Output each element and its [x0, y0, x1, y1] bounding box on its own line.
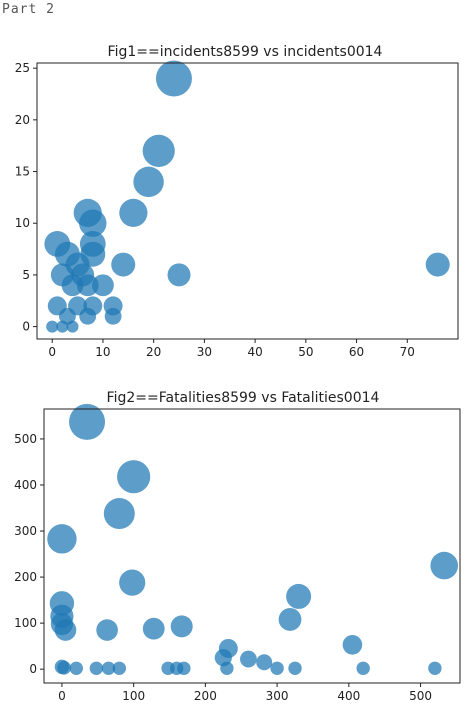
fig2-y-axis: 0 100 200 300 400 500 — [14, 432, 44, 676]
fig2-point — [142, 617, 165, 640]
fig2-point — [96, 619, 118, 641]
fig2-point — [103, 498, 135, 530]
fig2-y-tick-label: 100 — [14, 616, 37, 630]
fig2-point — [89, 661, 104, 675]
fig2-point — [177, 661, 191, 675]
fig2-point — [57, 660, 71, 675]
fig2-point — [428, 661, 442, 675]
fig2-y-tick-label: 0 — [29, 662, 37, 676]
fig2-point — [47, 524, 77, 554]
part-label: Part 2 — [2, 2, 55, 17]
fig2-point — [356, 661, 370, 675]
fig2-point — [101, 661, 116, 675]
fig1-point — [56, 320, 69, 333]
fig2-point — [288, 661, 302, 675]
fig2-x-tick-label: 400 — [337, 689, 360, 703]
fig2-point — [256, 654, 273, 671]
fig1-x-tick-label: 30 — [197, 345, 212, 359]
fig1-point — [61, 274, 84, 297]
fig2-point — [278, 608, 302, 631]
fig1-point — [76, 274, 99, 297]
fig2-point — [112, 661, 127, 675]
fig2-points — [47, 403, 459, 675]
fig1-point — [46, 320, 59, 333]
fig1-point — [167, 263, 191, 287]
fig1-y-tick-label: 25 — [15, 61, 30, 75]
fig2-title: Fig2==Fatalities8599 vs Fatalities0014 — [107, 390, 380, 406]
fig2-x-tick-label: 500 — [409, 689, 432, 703]
fig2-point — [69, 661, 83, 675]
fig1-x-tick-label: 70 — [400, 345, 415, 359]
fig1-point — [79, 209, 107, 237]
fig1-chart: Fig1==incidents8599 vs incidents0014 0 10… — [15, 44, 459, 359]
fig1-point — [104, 307, 122, 325]
fig2-x-tick-label: 300 — [266, 689, 289, 703]
fig2-point — [170, 615, 193, 638]
fig1-y-tick-label: 0 — [22, 320, 30, 334]
fig2-point — [342, 634, 363, 655]
fig1-y-tick-label: 10 — [15, 216, 30, 230]
fig2-point — [270, 661, 284, 675]
fig1-point — [119, 198, 148, 227]
fig1-point — [133, 166, 164, 198]
fig1-x-tick-label: 20 — [146, 345, 161, 359]
fig1-y-tick-label: 5 — [22, 268, 30, 282]
fig1-plot-frame — [36, 62, 459, 340]
fig1-y-tick-label: 20 — [15, 113, 30, 127]
fig2-y-tick-label: 400 — [14, 478, 37, 492]
fig1-points — [44, 60, 450, 333]
fig2-point — [117, 460, 151, 494]
fig1-x-tick-label: 0 — [48, 345, 56, 359]
fig2-point — [119, 569, 146, 596]
fig1-y-axis: 0 5 10 15 20 25 — [15, 61, 37, 334]
fig2-y-tick-label: 300 — [14, 524, 37, 538]
fig1-point — [92, 274, 114, 297]
fig2-x-axis: 0 100 200 300 400 500 — [58, 683, 432, 703]
fig1-x-tick-label: 10 — [95, 345, 110, 359]
fig2-plot-frame — [43, 408, 461, 684]
fig1-y-tick-label: 15 — [15, 165, 30, 179]
fig1-point — [111, 252, 136, 277]
fig1-point — [66, 320, 79, 333]
fig2-point — [286, 583, 312, 609]
fig2-point — [54, 619, 77, 641]
fig2-point — [240, 650, 257, 668]
fig1-title: Fig1==incidents8599 vs incidents0014 — [108, 44, 383, 60]
fig1-point — [155, 60, 192, 97]
fig2-x-tick-label: 0 — [58, 689, 66, 703]
fig2-x-tick-label: 200 — [194, 689, 217, 703]
fig1-x-tick-label: 50 — [298, 345, 313, 359]
fig2-point — [69, 403, 106, 440]
fig1-x-tick-label: 40 — [247, 345, 262, 359]
fig2-y-tick-label: 200 — [14, 570, 37, 584]
fig1-x-axis: 0 10 20 30 40 50 60 70 — [48, 339, 415, 359]
fig2-chart: Fig2==Fatalities8599 vs Fatalities0014 0… — [14, 390, 461, 703]
fig1-x-tick-label: 60 — [349, 345, 364, 359]
fig2-x-tick-label: 100 — [122, 689, 145, 703]
fig1-point — [59, 307, 76, 325]
fig2-point — [220, 661, 234, 675]
fig2-y-tick-label: 500 — [14, 432, 37, 446]
fig1-point — [142, 134, 175, 167]
fig1-point — [425, 252, 450, 277]
fig2-point — [430, 551, 459, 580]
fig1-point — [79, 307, 97, 325]
